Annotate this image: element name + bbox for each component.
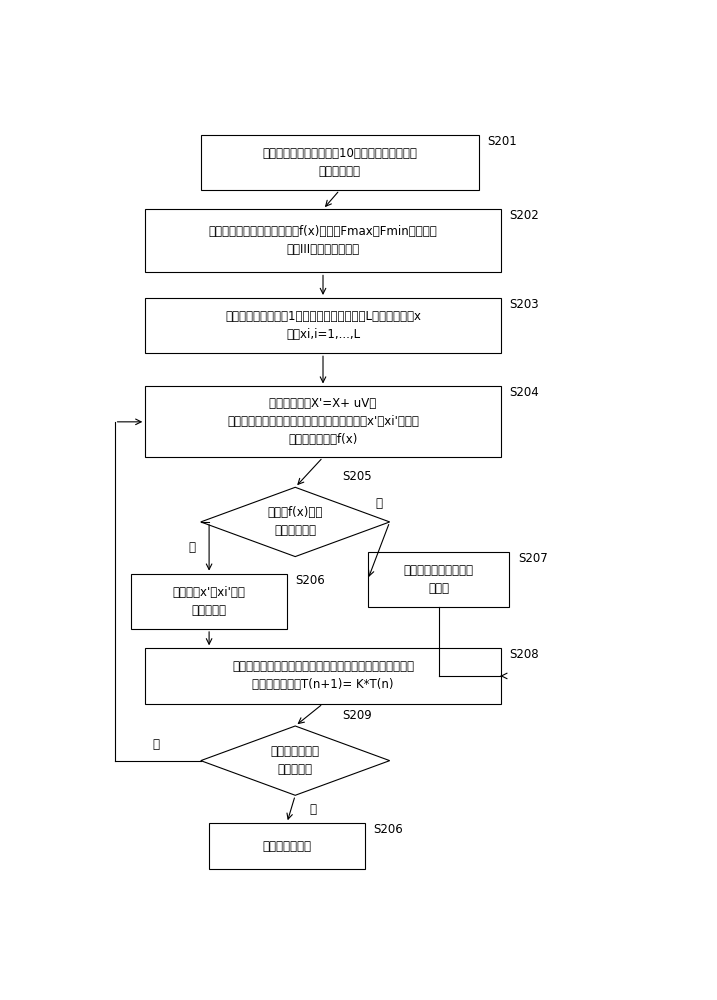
Text: S203: S203 xyxy=(509,298,538,311)
Text: 将所述最优解作为所述云数据中心的最佳建设地址，同时将
当前温度下降为T(n+1)= K*T(n): 将所述最优解作为所述云数据中心的最佳建设地址，同时将 当前温度下降为T(n+1)… xyxy=(232,660,414,691)
Text: 从所述数学模型值为1的解中随机选取一个或L个作为初始解x
，或xi,i=1,...,L: 从所述数学模型值为1的解中随机选取一个或L个作为初始解x ，或xi,i=1,..… xyxy=(225,310,421,341)
Text: S201: S201 xyxy=(487,135,517,148)
Text: 是: 是 xyxy=(309,803,316,816)
Polygon shape xyxy=(201,487,390,557)
FancyBboxPatch shape xyxy=(145,386,500,457)
Polygon shape xyxy=(201,726,390,795)
Text: 通过计算各个初始解的目标值f(x)，得出Fmax，Fmin，通过函
数（III）得出初始温度: 通过计算各个初始解的目标值f(x)，得出Fmax，Fmin，通过函 数（III）… xyxy=(209,225,437,256)
Text: S205: S205 xyxy=(343,470,372,483)
Text: S209: S209 xyxy=(343,709,372,722)
Text: 将该新解x'或xi'作为
当前最优解: 将该新解x'或xi'作为 当前最优解 xyxy=(173,586,245,617)
Text: S206: S206 xyxy=(295,574,325,587)
FancyBboxPatch shape xyxy=(145,648,500,704)
Text: S207: S207 xyxy=(518,552,548,565)
Text: 通过邻域函数X'=X+ uV，
从当前已有的云数据中心待选地址中产生新解x'或xi'，并计
算对应的目标值f(x): 通过邻域函数X'=X+ uV， 从当前已有的云数据中心待选地址中产生新解x'或x… xyxy=(227,397,419,446)
Text: S206: S206 xyxy=(373,823,403,836)
Text: S202: S202 xyxy=(509,209,539,222)
Text: 将上一次求得的解作为
最优解: 将上一次求得的解作为 最优解 xyxy=(404,564,474,595)
Text: 否: 否 xyxy=(375,497,382,510)
FancyBboxPatch shape xyxy=(209,823,365,869)
Text: 目标值f(x)是否
为当前最小值: 目标值f(x)是否 为当前最小值 xyxy=(267,506,323,537)
Text: S204: S204 xyxy=(509,386,539,399)
Text: 在待选集合中，随机产生10个满足数据模型约束
条件的初始解: 在待选集合中，随机产生10个满足数据模型约束 条件的初始解 xyxy=(262,147,417,178)
FancyBboxPatch shape xyxy=(131,574,287,629)
Text: 输出当前最优解: 输出当前最优解 xyxy=(262,840,311,853)
FancyBboxPatch shape xyxy=(145,209,500,272)
FancyBboxPatch shape xyxy=(145,298,500,353)
Text: S208: S208 xyxy=(509,648,538,661)
FancyBboxPatch shape xyxy=(368,552,510,607)
Text: 当前温度是否达
到终止温度: 当前温度是否达 到终止温度 xyxy=(271,745,320,776)
Text: 否: 否 xyxy=(153,738,160,751)
FancyBboxPatch shape xyxy=(201,135,479,190)
Text: 是: 是 xyxy=(188,541,195,554)
